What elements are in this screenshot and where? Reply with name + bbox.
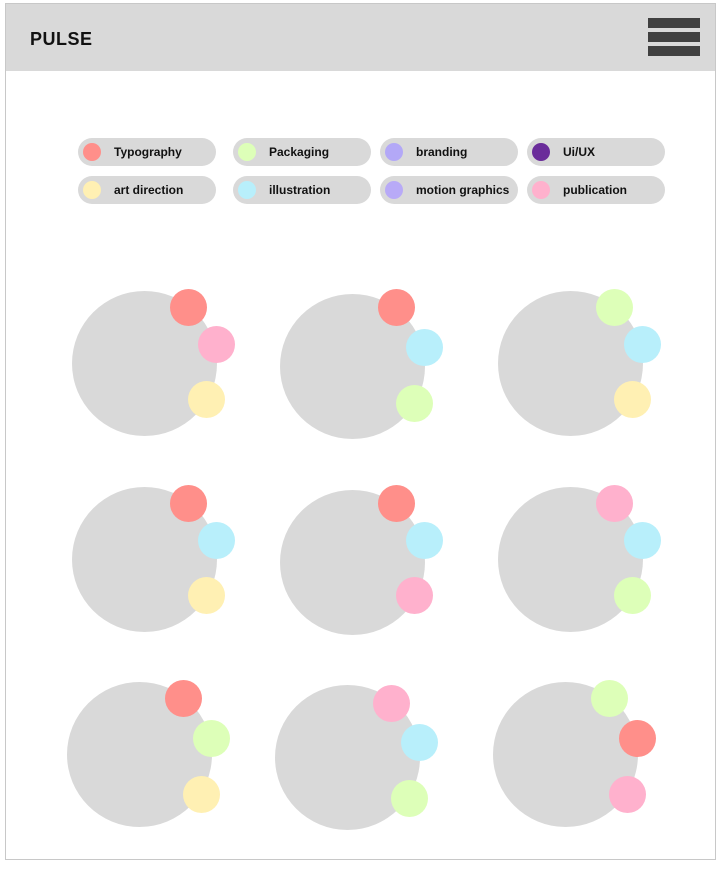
project-card[interactable]: [493, 677, 688, 847]
category-color-dot: [238, 181, 256, 199]
tag-dot-packaging: [591, 680, 628, 717]
project-card[interactable]: [275, 677, 470, 847]
project-card[interactable]: [498, 286, 688, 456]
tag-dot-packaging: [614, 577, 651, 614]
category-label: illustration: [269, 183, 331, 197]
tag-dot-packaging: [391, 780, 428, 817]
hamburger-menu-icon[interactable]: [648, 18, 700, 58]
category-chip-motion-graphics[interactable]: motion graphics: [380, 176, 518, 204]
category-color-dot: [238, 143, 256, 161]
tag-dot-art-direction: [614, 381, 651, 418]
project-card[interactable]: [280, 286, 470, 456]
tag-dot-typography: [378, 289, 415, 326]
category-chip-uiux[interactable]: Ui/UX: [527, 138, 665, 166]
tag-dot-publication: [373, 685, 410, 722]
tag-dot-typography: [378, 485, 415, 522]
category-color-dot: [385, 181, 403, 199]
tag-dot-illustration: [401, 724, 438, 761]
menu-bar: [648, 18, 700, 28]
tag-dot-art-direction: [188, 577, 225, 614]
tag-dot-illustration: [198, 522, 235, 559]
project-card[interactable]: [498, 482, 688, 652]
category-color-dot: [385, 143, 403, 161]
category-label: branding: [416, 145, 468, 159]
menu-bar: [648, 32, 700, 42]
category-chip-branding[interactable]: branding: [380, 138, 518, 166]
tag-dot-publication: [609, 776, 646, 813]
tag-dot-publication: [198, 326, 235, 363]
tag-dot-typography: [165, 680, 202, 717]
tag-dot-illustration: [624, 326, 661, 363]
tag-dot-publication: [396, 577, 433, 614]
category-label: Packaging: [269, 145, 330, 159]
category-chip-illustration[interactable]: illustration: [233, 176, 371, 204]
category-color-dot: [83, 143, 101, 161]
category-color-dot: [83, 181, 101, 199]
app-window: PULSE Typography Packaging branding Ui/UX ar…: [5, 3, 716, 860]
tag-dot-packaging: [596, 289, 633, 326]
header-bar: PULSE: [6, 4, 715, 71]
project-card[interactable]: [72, 286, 262, 456]
tag-dot-illustration: [406, 522, 443, 559]
tag-dot-illustration: [624, 522, 661, 559]
category-label: motion graphics: [416, 183, 510, 197]
tag-dot-illustration: [406, 329, 443, 366]
category-chip-typography[interactable]: Typography: [78, 138, 216, 166]
app-title: PULSE: [30, 29, 93, 49]
tag-dot-publication: [596, 485, 633, 522]
menu-bar: [648, 46, 700, 56]
category-chip-art-direction[interactable]: art direction: [78, 176, 216, 204]
category-chip-publication[interactable]: publication: [527, 176, 665, 204]
category-label: Typography: [114, 145, 182, 159]
category-chip-packaging[interactable]: Packaging: [233, 138, 371, 166]
tag-dot-typography: [170, 289, 207, 326]
category-label: publication: [563, 183, 627, 197]
project-card[interactable]: [67, 677, 262, 847]
tag-dot-packaging: [193, 720, 230, 757]
category-color-dot: [532, 181, 550, 199]
category-label: art direction: [114, 183, 184, 197]
tag-dot-art-direction: [188, 381, 225, 418]
project-card[interactable]: [72, 482, 262, 652]
tag-dot-packaging: [396, 385, 433, 422]
tag-dot-typography: [170, 485, 207, 522]
tag-dot-typography: [619, 720, 656, 757]
category-label: Ui/UX: [563, 145, 596, 159]
category-color-dot: [532, 143, 550, 161]
project-card[interactable]: [280, 482, 470, 652]
tag-dot-art-direction: [183, 776, 220, 813]
